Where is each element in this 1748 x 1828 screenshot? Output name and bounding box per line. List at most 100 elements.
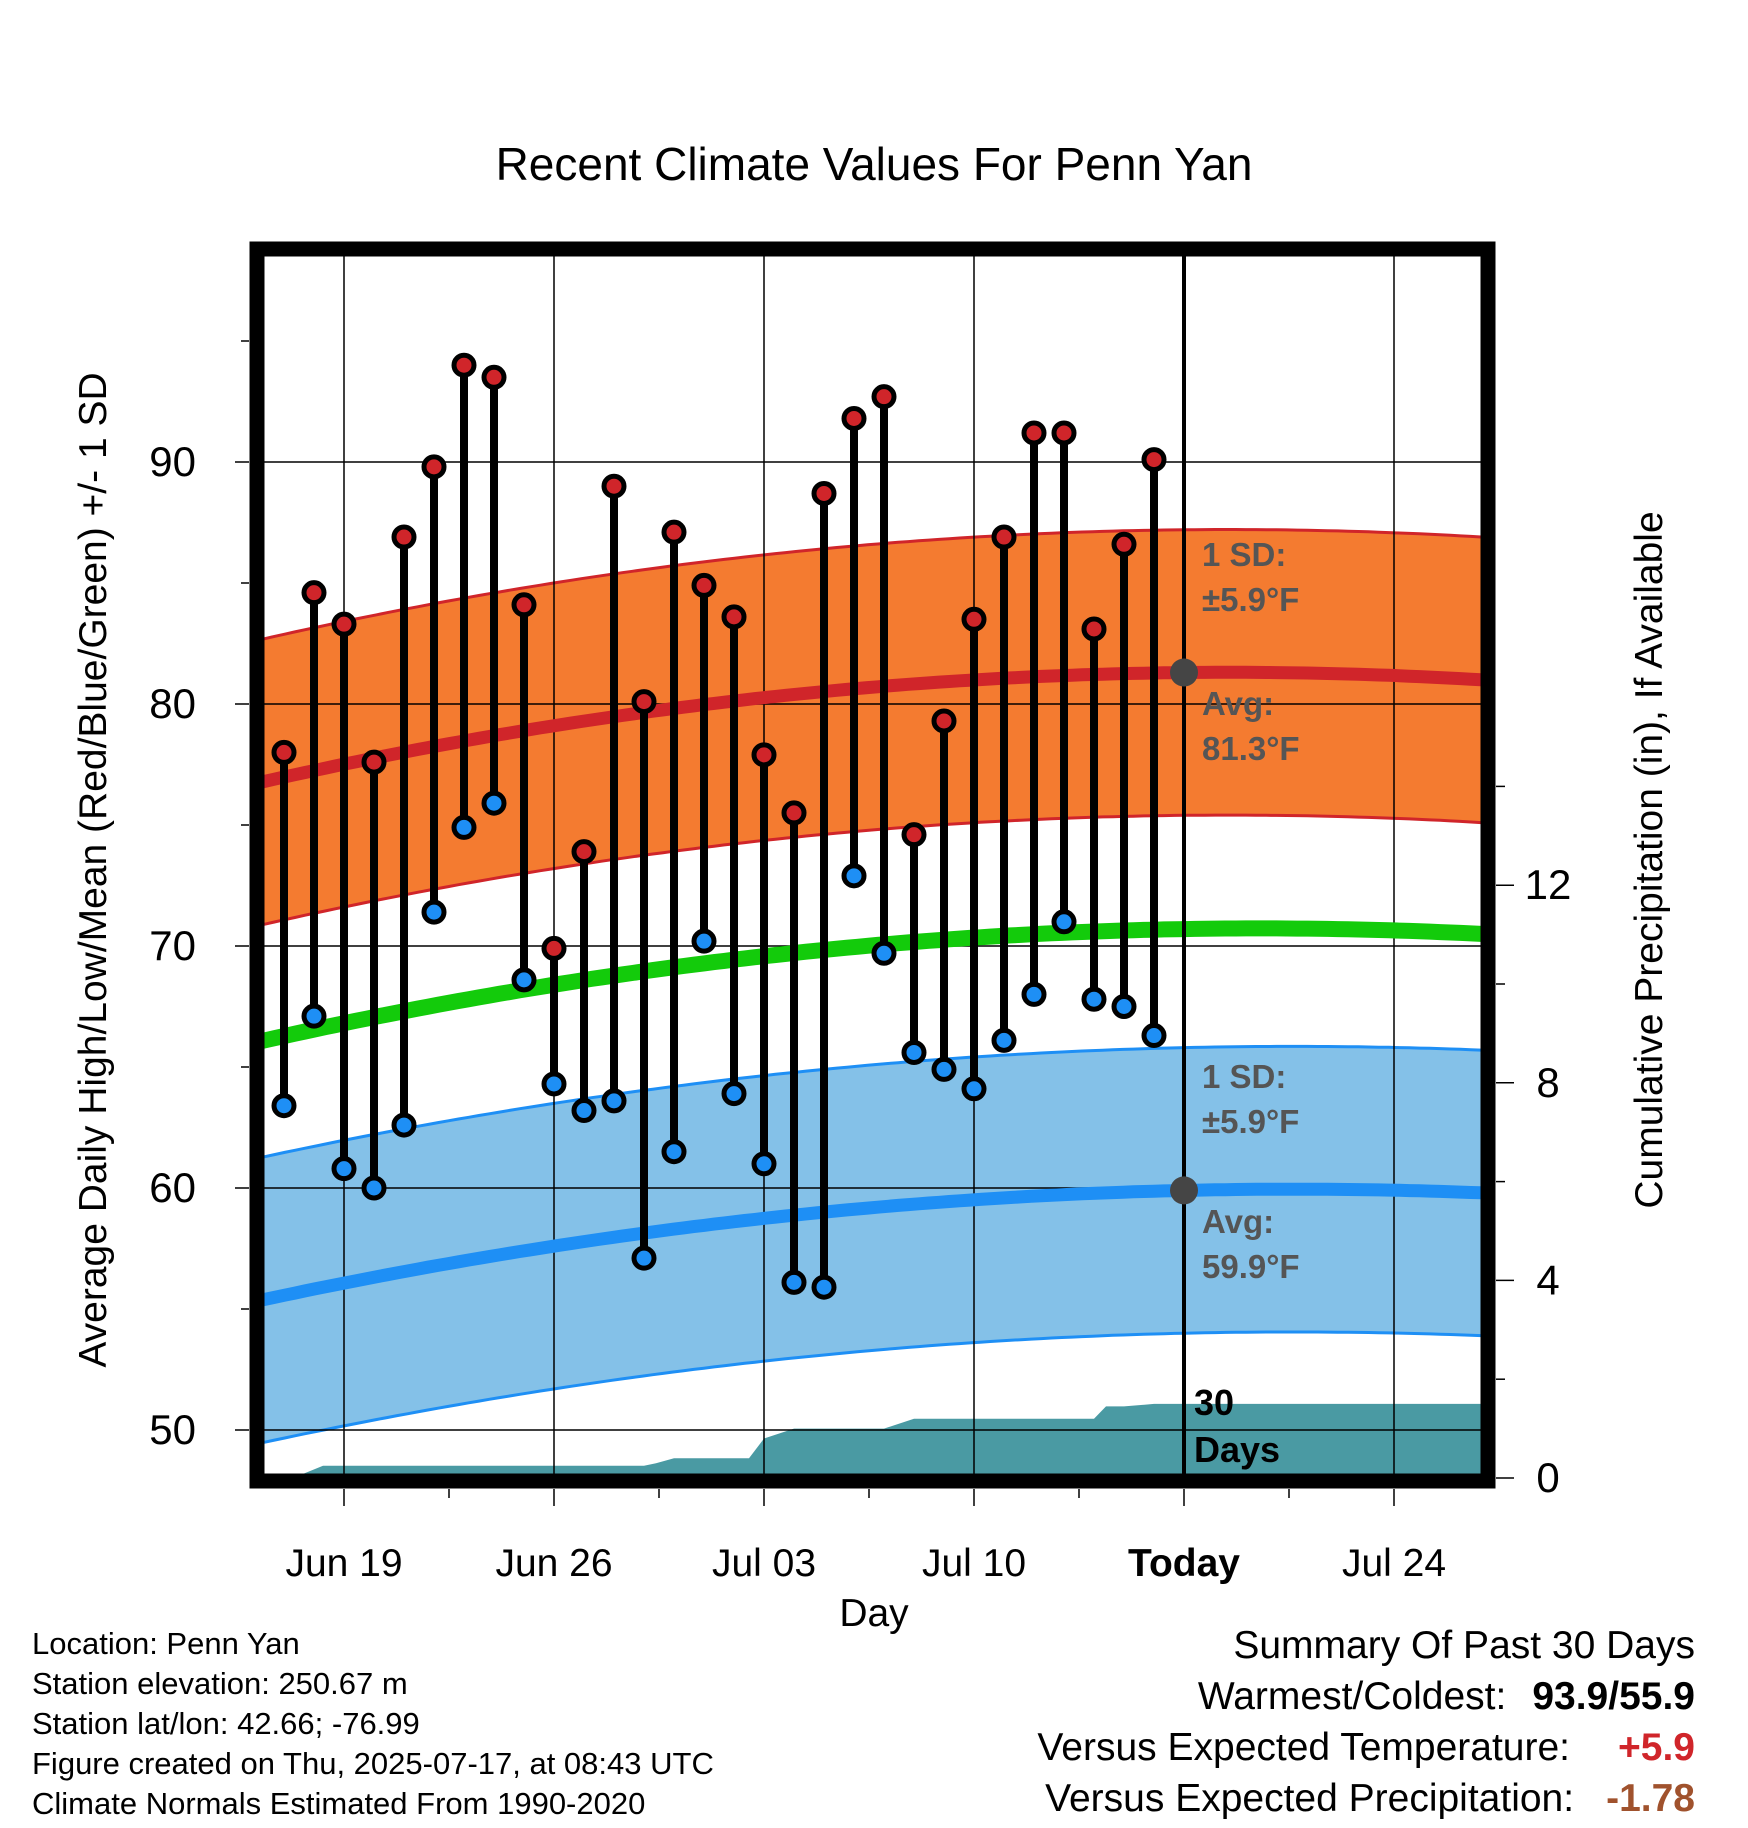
precip-area bbox=[297, 1403, 1481, 1476]
y-tick-label: 90 bbox=[149, 438, 196, 485]
high-avg-marker bbox=[1170, 658, 1198, 687]
high-temp-point bbox=[721, 604, 747, 630]
high-temp-point bbox=[271, 739, 297, 765]
low-temp-point bbox=[901, 1039, 927, 1065]
summary-title: Summary Of Past 30 Days bbox=[1233, 1624, 1695, 1667]
low-temp-point bbox=[661, 1139, 687, 1165]
low-sd-value: ±5.9°F bbox=[1202, 1103, 1299, 1140]
low-temp-point bbox=[811, 1274, 837, 1300]
low-temp-point bbox=[481, 790, 507, 816]
y-tick-label: 80 bbox=[149, 680, 196, 727]
normal-high-line bbox=[262, 665, 1482, 789]
low-temp-point bbox=[1141, 1023, 1167, 1049]
warm-cold-value: 93.9/55.9 bbox=[1532, 1675, 1695, 1718]
high-temp-point bbox=[961, 606, 987, 632]
high-temp-point bbox=[841, 405, 867, 431]
low-temp-point bbox=[1081, 986, 1107, 1012]
precip-days-label: Days bbox=[1194, 1429, 1280, 1470]
low-temp-point bbox=[1111, 994, 1137, 1019]
precip-departure-label: Versus Expected Precipitation: bbox=[1045, 1777, 1575, 1820]
plot-area: 1 SD: ±5.9°F Avg: 81.3°F 1 SD: ±5.9°F Avg: 59.9… bbox=[149, 241, 1572, 1585]
high-temp-point bbox=[751, 742, 777, 768]
low-avg-value: 59.9°F bbox=[1202, 1248, 1300, 1285]
high-temp-point bbox=[931, 708, 957, 734]
summary-panel: Summary Of Past 30 Days Warmest/Coldest:… bbox=[795, 1624, 1695, 1828]
elevation-text: Station elevation: 250.67 m bbox=[32, 1666, 408, 1701]
low-sd-upper-edge bbox=[262, 1044, 1482, 1159]
x-tick-label: Jun 26 bbox=[495, 1542, 612, 1585]
high-temp-point bbox=[451, 352, 477, 378]
low-sd-label: 1 SD: bbox=[1202, 1058, 1286, 1095]
low-avg-label: Avg: bbox=[1202, 1203, 1274, 1240]
y-tick-label: 60 bbox=[149, 1164, 196, 1211]
high-temp-point bbox=[421, 454, 447, 480]
high-sd-lower-edge bbox=[262, 813, 1482, 927]
low-temp-point bbox=[1051, 909, 1077, 935]
high-temp-point bbox=[361, 749, 387, 775]
high-temp-point bbox=[481, 364, 507, 390]
precip-departure-value: -1.78 bbox=[1606, 1777, 1695, 1820]
high-temp-point bbox=[901, 822, 927, 848]
low-sd-lower-edge bbox=[262, 1330, 1482, 1445]
high-temp-point bbox=[661, 519, 687, 545]
y-axis-label: Average Daily High/Low/Mean (Red/Blue/Gr… bbox=[72, 372, 115, 1367]
high-temp-point bbox=[511, 592, 537, 618]
high-temp-point bbox=[811, 480, 837, 506]
temp-departure-label: Versus Expected Temperature: bbox=[1037, 1726, 1570, 1769]
low-temp-point bbox=[721, 1081, 747, 1107]
y2-tick-label: 4 bbox=[1536, 1256, 1559, 1303]
created-text: Figure created on Thu, 2025-07-17, at 08… bbox=[32, 1746, 714, 1781]
high-temp-point bbox=[571, 839, 597, 865]
x-tick-label: Jul 03 bbox=[712, 1542, 816, 1585]
low-temp-point bbox=[601, 1088, 627, 1114]
low-temp-point bbox=[571, 1098, 597, 1124]
low-avg-marker bbox=[1170, 1176, 1198, 1205]
high-temp-point bbox=[1141, 447, 1167, 473]
high-sd-band bbox=[262, 529, 1481, 925]
high-sd-upper-edge bbox=[262, 528, 1482, 641]
warm-cold-label: Warmest/Coldest: bbox=[1197, 1675, 1507, 1718]
low-temp-point bbox=[691, 928, 717, 954]
normals-text: Climate Normals Estimated From 1990-2020 bbox=[32, 1786, 646, 1821]
location-text: Location: Penn Yan bbox=[32, 1626, 300, 1661]
low-temp-point bbox=[931, 1056, 957, 1082]
low-temp-point bbox=[451, 814, 477, 840]
high-temp-point bbox=[541, 935, 567, 961]
low-temp-point bbox=[991, 1027, 1017, 1053]
x-tick-label: Jul 24 bbox=[1342, 1542, 1446, 1585]
high-temp-point bbox=[781, 800, 807, 826]
chart-title: Recent Climate Values For Penn Yan bbox=[496, 138, 1253, 190]
station-info: Location: Penn Yan Station elevation: 25… bbox=[32, 1624, 714, 1824]
high-temp-point bbox=[601, 473, 627, 499]
low-temp-point bbox=[511, 967, 537, 993]
low-temp-point bbox=[751, 1151, 777, 1177]
low-temp-point bbox=[781, 1269, 807, 1295]
high-sd-value: ±5.9°F bbox=[1202, 581, 1299, 618]
high-temp-point bbox=[331, 611, 357, 637]
temp-departure-value: +5.9 bbox=[1618, 1726, 1695, 1769]
latlon-text: Station lat/lon: 42.66; -76.99 bbox=[32, 1706, 420, 1741]
y2-tick-label: 12 bbox=[1525, 861, 1572, 908]
plot-inner bbox=[262, 254, 1483, 1476]
high-avg-value: 81.3°F bbox=[1202, 730, 1300, 767]
normal-mean-line bbox=[262, 920, 1482, 1050]
x-tick-label: Today bbox=[1128, 1542, 1240, 1585]
x-tick-label: Jul 10 bbox=[922, 1542, 1026, 1585]
y2-axis-label: Cumulative Precipitation (in), If Availa… bbox=[1628, 511, 1671, 1208]
high-sd-label: 1 SD: bbox=[1202, 536, 1286, 573]
normal-low-line bbox=[262, 1182, 1482, 1307]
x-tick-label: Jun 19 bbox=[285, 1542, 402, 1585]
y-tick-label: 70 bbox=[149, 922, 196, 969]
high-temp-point bbox=[391, 524, 417, 550]
high-temp-point bbox=[1021, 420, 1047, 446]
high-avg-label: Avg: bbox=[1202, 685, 1274, 722]
high-temp-point bbox=[691, 572, 717, 598]
high-temp-point bbox=[871, 384, 897, 410]
low-temp-point bbox=[301, 1003, 327, 1029]
low-temp-point bbox=[271, 1093, 297, 1119]
low-temp-point bbox=[1021, 981, 1047, 1007]
high-temp-point bbox=[1051, 420, 1077, 446]
low-temp-point bbox=[391, 1112, 417, 1138]
high-temp-point bbox=[631, 689, 657, 715]
